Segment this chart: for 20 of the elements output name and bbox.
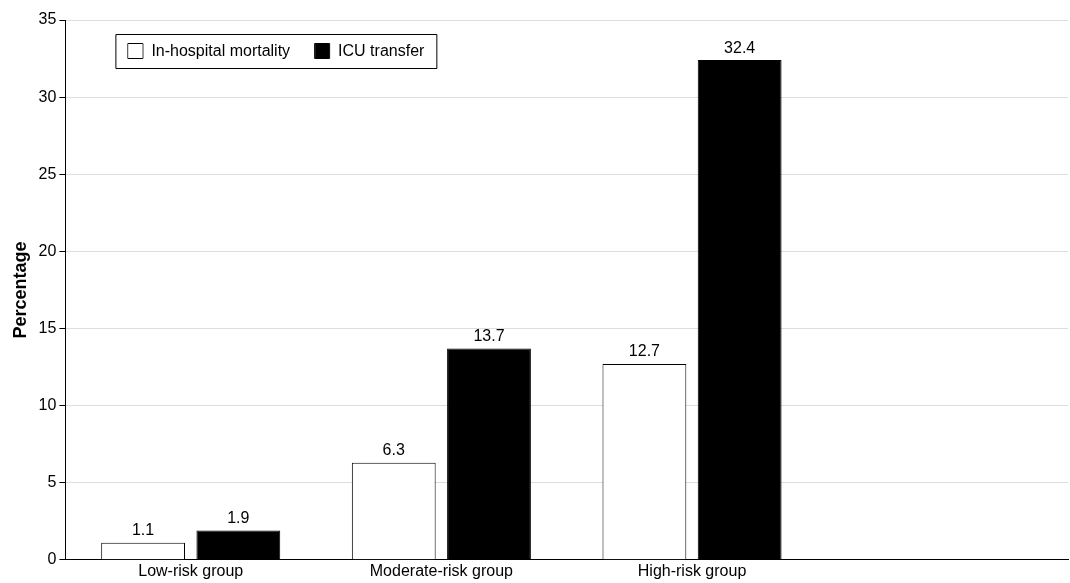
y-tick-label: 35 [38,10,57,28]
y-tick-label: 5 [47,473,57,491]
x-tick-label: High-risk group [637,561,747,579]
data-label: 13.7 [473,326,505,344]
legend-label: ICU transfer [338,42,426,60]
y-tick-label: 10 [38,395,57,413]
y-axis-title: Percentage [9,241,30,339]
y-tick-label: 30 [38,87,57,105]
y-tick-label: 20 [38,241,57,259]
x-tick-label: Low-risk group [138,561,244,579]
legend-label: In-hospital mortality [151,42,291,60]
data-label: 12.7 [628,342,661,360]
data-label: 1.1 [131,521,155,539]
data-label: 1.9 [227,508,250,526]
data-label: 6.3 [382,441,405,459]
data-label: 32.4 [724,38,756,56]
y-tick-label: 15 [38,318,57,336]
x-tick-label: Moderate-risk group [369,561,514,579]
y-tick-label: 0 [47,550,57,568]
y-tick-label: 25 [38,164,57,182]
